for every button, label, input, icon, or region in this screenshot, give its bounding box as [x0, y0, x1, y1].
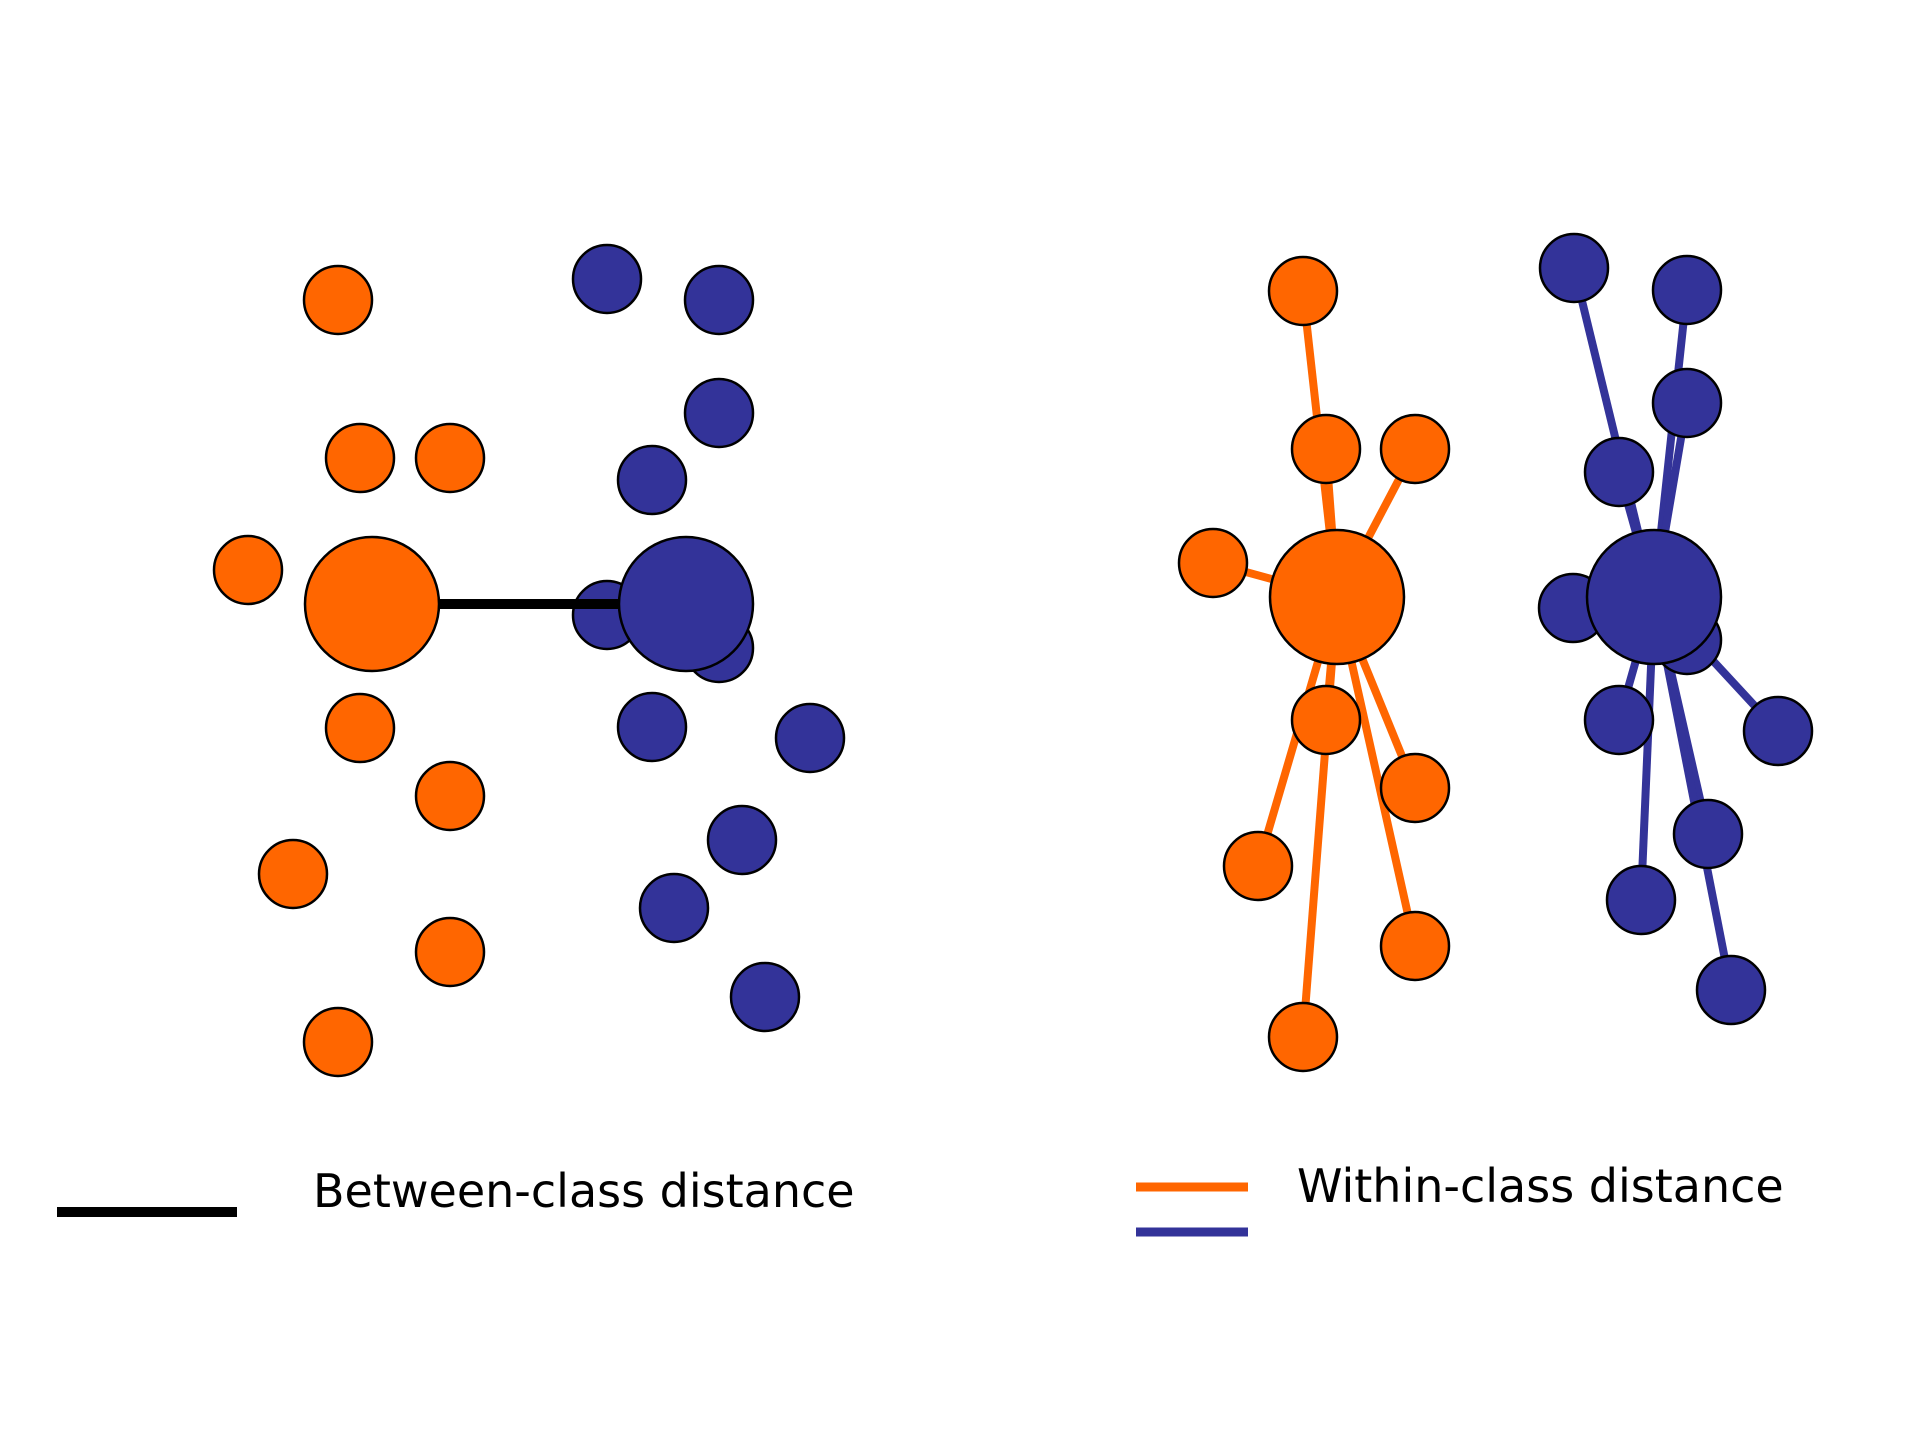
- blue-point-left-2: [683, 264, 755, 336]
- orange-class-center-left: [303, 535, 441, 673]
- blue-point-left-1: [571, 243, 643, 315]
- orange-class-center-right: [1268, 528, 1406, 666]
- blue-point-right-8: [1742, 695, 1814, 767]
- orange-point-left-9: [302, 1006, 374, 1078]
- orange-point-right-6: [1379, 752, 1451, 824]
- blue-point-left-10: [638, 872, 710, 944]
- legend-swatches: [57, 1182, 1248, 1237]
- orange-point-left-1: [302, 264, 374, 336]
- blue-point-right-4: [1651, 367, 1723, 439]
- orange-point-right-8: [1379, 910, 1451, 982]
- blue-point-right-7: [1583, 684, 1655, 756]
- blue-point-left-9: [706, 804, 778, 876]
- orange-point-right-2: [1290, 413, 1362, 485]
- orange-point-right-3: [1379, 413, 1451, 485]
- blue-point-left-8: [774, 702, 846, 774]
- orange-point-left-8: [414, 916, 486, 988]
- between-class-legend-label: Between-class distance: [313, 1164, 855, 1218]
- orange-point-right-4: [1177, 527, 1249, 599]
- blue-point-right-10: [1605, 864, 1677, 936]
- right-panel-within-class: [1177, 232, 1814, 1073]
- blue-point-left-4: [616, 444, 688, 516]
- blue-point-left-11: [729, 961, 801, 1033]
- orange-point-left-7: [257, 838, 329, 910]
- orange-point-left-6: [414, 760, 486, 832]
- orange-point-right-5: [1290, 684, 1362, 756]
- blue-point-right-11: [1695, 954, 1767, 1026]
- orange-point-left-3: [414, 422, 486, 494]
- blue-class-center-right: [1585, 528, 1723, 666]
- within-class-legend-label: Within-class distance: [1297, 1159, 1784, 1213]
- orange-point-right-1: [1267, 255, 1339, 327]
- blue-point-right-3: [1583, 436, 1655, 508]
- blue-point-right-1: [1538, 232, 1610, 304]
- orange-point-right-9: [1267, 1001, 1339, 1073]
- blue-point-right-2: [1651, 254, 1723, 326]
- orange-point-right-7: [1222, 830, 1294, 902]
- blue-point-left-7: [616, 691, 688, 763]
- orange-within-class-line-9: [1299, 596, 1341, 1038]
- orange-point-left-5: [324, 692, 396, 764]
- blue-class-center-left: [617, 535, 755, 673]
- orange-point-left-2: [324, 422, 396, 494]
- blue-point-right-9: [1672, 798, 1744, 870]
- blue-point-left-3: [683, 377, 755, 449]
- orange-point-left-4: [212, 534, 284, 606]
- left-panel-between-class: [212, 243, 846, 1078]
